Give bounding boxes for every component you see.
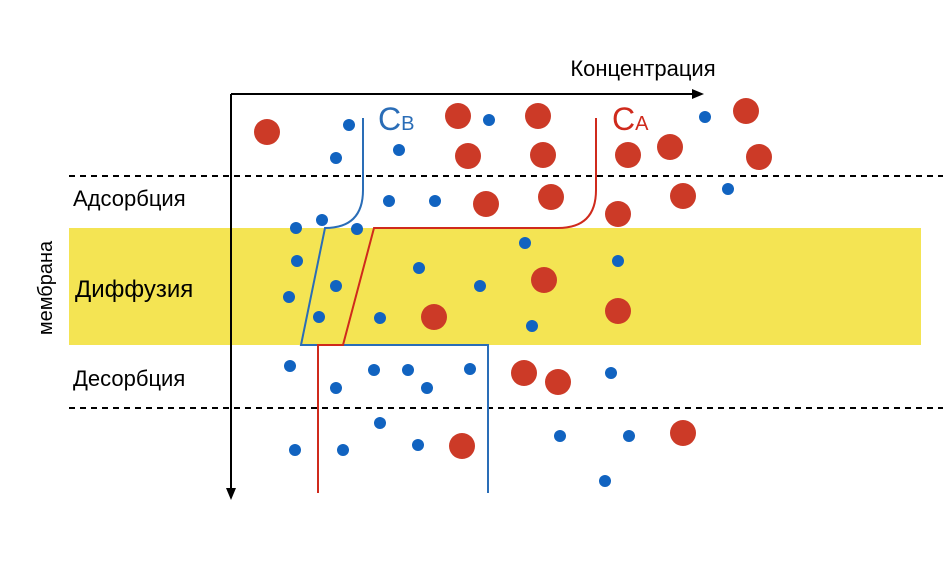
small-particle [413,262,425,274]
small-particle [351,223,363,235]
zone-label-diffusion: Диффузия [75,276,193,303]
large-particle [545,369,571,395]
small-particle [283,291,295,303]
small-particle [290,222,302,234]
large-particle [670,420,696,446]
curve-label-ca: CA [612,101,649,137]
large-particle [531,267,557,293]
large-particle [445,103,471,129]
small-particle [429,195,441,207]
small-particle [330,382,342,394]
large-particle [615,142,641,168]
small-particle [474,280,486,292]
y-axis-arrowhead [226,488,236,500]
large-particle [605,201,631,227]
large-particle [511,360,537,386]
large-particle [254,119,280,145]
small-particle [483,114,495,126]
small-particle [526,320,538,332]
small-particle [519,237,531,249]
large-particle [449,433,475,459]
small-particle [393,144,405,156]
large-particle [455,143,481,169]
x-axis-arrowhead [692,89,704,99]
small-particle [368,364,380,376]
small-particle [412,439,424,451]
large-particle [605,298,631,324]
small-particle [330,152,342,164]
large-particle [657,134,683,160]
small-particle [284,360,296,372]
large-particle [530,142,556,168]
large-particle [746,144,772,170]
small-particle [699,111,711,123]
small-particle [374,417,386,429]
small-particle [374,312,386,324]
small-particle [605,367,617,379]
zone-label-adsorption: Адсорбция [73,186,186,211]
membrane-band [69,228,921,345]
membrane-side-label: мембрана [35,240,57,335]
small-particle [383,195,395,207]
small-particle [337,444,349,456]
small-particle [291,255,303,267]
small-particle [612,255,624,267]
small-particle [316,214,328,226]
concentration-axis-label: Концентрация [570,56,715,81]
large-particle [473,191,499,217]
small-particle [599,475,611,487]
small-particle [313,311,325,323]
large-particle [733,98,759,124]
small-particle [343,119,355,131]
small-particle [421,382,433,394]
small-particle [722,183,734,195]
large-particle [421,304,447,330]
large-particle [538,184,564,210]
large-particle [670,183,696,209]
small-particle [289,444,301,456]
zone-label-desorption: Десорбция [73,366,185,391]
curve-label-cb: CB [378,101,414,137]
large-particle [525,103,551,129]
small-particle [554,430,566,442]
small-particle [402,364,414,376]
small-particle [464,363,476,375]
small-particle [330,280,342,292]
small-particle [623,430,635,442]
